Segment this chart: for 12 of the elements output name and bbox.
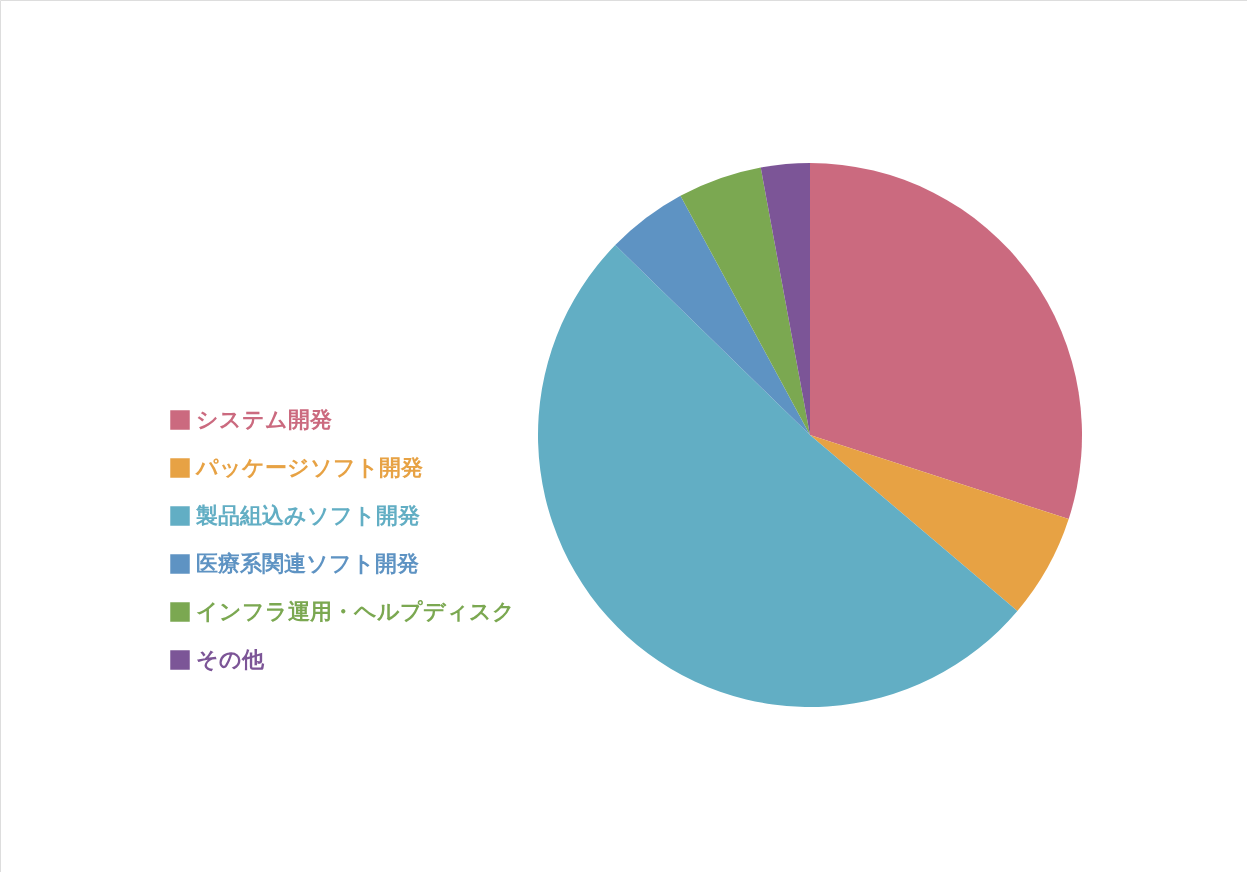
legend-label: その他 [196, 647, 265, 672]
legend-label: インフラ運用・ヘルプディスク [196, 599, 515, 624]
pie-slice [538, 245, 1018, 707]
legend-label: システム開発 [196, 407, 332, 432]
legend-label: 製品組込みソフト開発 [195, 503, 420, 528]
pie-slice [810, 163, 1082, 520]
pie-slice [615, 195, 810, 435]
legend-label: パッケージソフト開発 [195, 455, 423, 480]
pie-slice [680, 167, 810, 435]
legend-label: 医療系関連ソフト開発 [196, 551, 419, 576]
pie-slice [810, 435, 1069, 611]
pie-slice [760, 163, 810, 435]
